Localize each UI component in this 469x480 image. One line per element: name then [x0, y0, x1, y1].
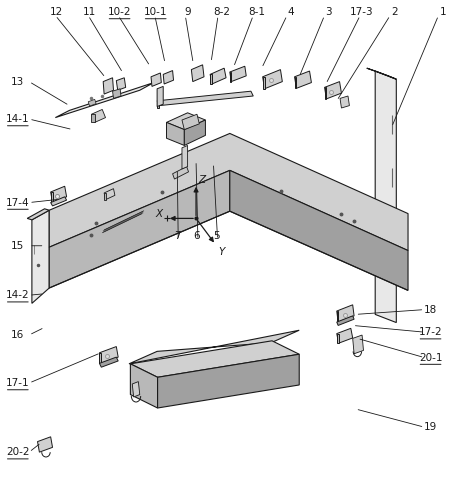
Text: 10-2: 10-2: [108, 7, 131, 17]
Polygon shape: [129, 330, 299, 364]
Polygon shape: [166, 113, 205, 130]
Polygon shape: [295, 71, 311, 88]
Polygon shape: [325, 87, 326, 99]
Text: 17-4: 17-4: [6, 198, 30, 207]
Polygon shape: [99, 357, 118, 367]
Polygon shape: [295, 77, 296, 88]
Text: 12: 12: [50, 7, 63, 17]
Polygon shape: [55, 83, 154, 118]
Polygon shape: [337, 305, 354, 322]
Polygon shape: [182, 114, 199, 130]
Text: 14-2: 14-2: [6, 290, 30, 300]
Polygon shape: [157, 101, 159, 108]
Polygon shape: [49, 133, 408, 251]
Text: Z: Z: [198, 175, 205, 185]
Text: 10-1: 10-1: [144, 7, 167, 17]
Polygon shape: [88, 99, 96, 106]
Polygon shape: [91, 114, 95, 122]
Polygon shape: [263, 77, 265, 89]
Polygon shape: [337, 316, 354, 325]
Polygon shape: [340, 96, 349, 108]
Text: 20-1: 20-1: [419, 353, 442, 362]
Polygon shape: [230, 66, 246, 82]
Polygon shape: [184, 120, 205, 145]
Polygon shape: [337, 311, 338, 322]
Polygon shape: [157, 91, 253, 106]
Text: 4: 4: [287, 7, 294, 17]
Polygon shape: [375, 71, 396, 323]
Polygon shape: [32, 210, 49, 303]
Text: 16: 16: [11, 330, 24, 340]
Polygon shape: [337, 328, 353, 343]
Text: 19: 19: [424, 422, 437, 432]
Polygon shape: [163, 71, 174, 84]
Polygon shape: [103, 78, 113, 94]
Polygon shape: [51, 192, 53, 203]
Polygon shape: [132, 382, 140, 397]
Polygon shape: [337, 334, 339, 343]
Text: 6: 6: [194, 231, 200, 241]
Text: 17-3: 17-3: [349, 7, 373, 17]
Polygon shape: [151, 73, 161, 86]
Polygon shape: [367, 68, 396, 79]
Text: 8-1: 8-1: [249, 7, 265, 17]
Polygon shape: [51, 197, 67, 206]
Polygon shape: [91, 109, 106, 122]
Text: 17-1: 17-1: [6, 378, 30, 388]
Polygon shape: [166, 122, 184, 145]
Polygon shape: [263, 70, 282, 89]
Text: 18: 18: [424, 305, 437, 314]
Polygon shape: [210, 68, 226, 84]
Text: 2: 2: [392, 7, 398, 17]
Polygon shape: [130, 364, 158, 408]
Polygon shape: [27, 209, 49, 220]
Text: 7: 7: [174, 231, 181, 241]
Polygon shape: [104, 189, 115, 200]
Text: Y: Y: [218, 247, 225, 256]
Text: 17-2: 17-2: [419, 327, 442, 337]
Polygon shape: [230, 72, 231, 82]
Text: 15: 15: [11, 241, 24, 251]
Polygon shape: [325, 82, 341, 99]
Text: 20-2: 20-2: [6, 447, 30, 457]
Polygon shape: [158, 354, 299, 408]
Polygon shape: [51, 186, 67, 203]
Text: 11: 11: [83, 7, 96, 17]
Polygon shape: [99, 347, 118, 363]
Polygon shape: [230, 170, 408, 290]
Text: 1: 1: [440, 7, 446, 17]
Polygon shape: [157, 86, 163, 107]
Polygon shape: [49, 170, 230, 288]
Text: 13: 13: [11, 77, 24, 86]
Polygon shape: [182, 145, 188, 169]
Polygon shape: [99, 353, 101, 363]
Polygon shape: [210, 74, 212, 84]
Polygon shape: [130, 341, 299, 377]
Text: 5: 5: [213, 231, 220, 241]
Polygon shape: [353, 335, 363, 354]
Text: 8-2: 8-2: [213, 7, 230, 17]
Polygon shape: [38, 437, 53, 452]
Polygon shape: [104, 193, 106, 200]
Polygon shape: [113, 89, 121, 98]
Polygon shape: [191, 65, 204, 82]
Polygon shape: [173, 167, 189, 179]
Text: X: X: [155, 209, 162, 218]
Text: 14-1: 14-1: [6, 114, 30, 124]
Text: 9: 9: [184, 7, 191, 17]
Polygon shape: [116, 78, 126, 90]
Text: 3: 3: [325, 7, 332, 17]
